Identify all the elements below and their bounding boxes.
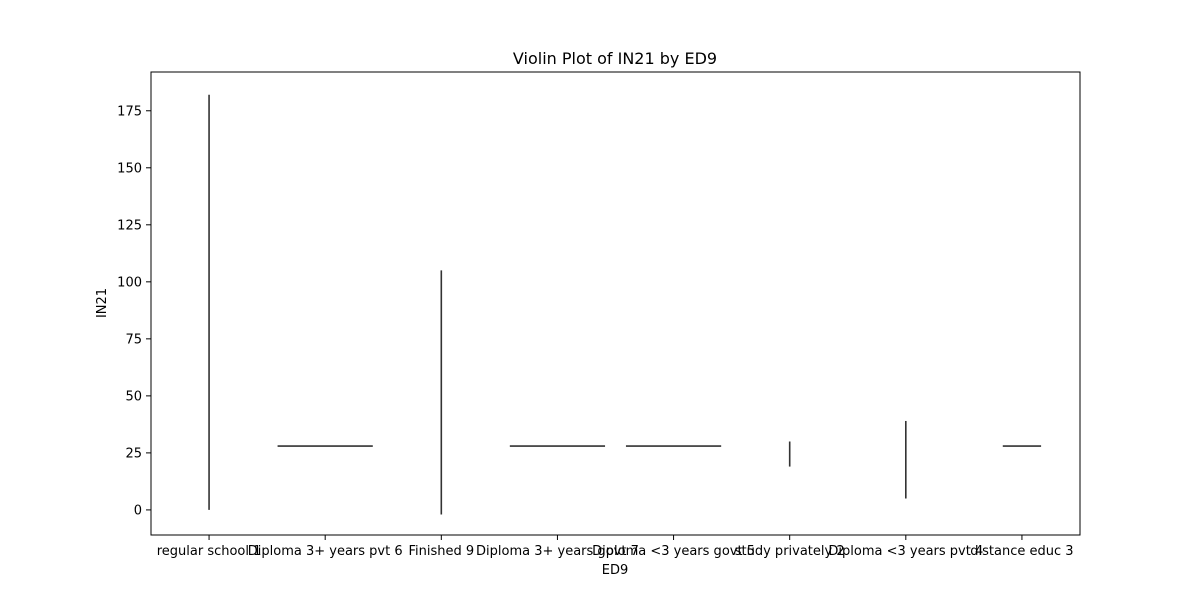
y-tick-label: 0 [134, 503, 142, 518]
y-tick-label: 100 [117, 275, 142, 290]
y-tick-label: 125 [117, 218, 142, 233]
plot-frame [150, 71, 1081, 536]
x-tick-label: distance educ 3 [970, 544, 1073, 559]
x-tick-label: Diploma 3+ years govt 7 [476, 544, 639, 559]
x-tick-label: regular school 1 [157, 544, 262, 559]
x-tick-label: study privately 2 [735, 544, 845, 559]
y-tick-label: 75 [125, 332, 142, 347]
x-tick-label: Finished 9 [408, 544, 474, 559]
y-tick-label: 50 [125, 389, 142, 404]
x-tick-label: Diploma <3 years govt 5 [592, 544, 755, 559]
x-tick-label: Diploma <3 years pvt 4 [828, 544, 983, 559]
x-tick-label: Diploma 3+ years pvt 6 [248, 544, 403, 559]
y-tick-label: 25 [125, 446, 142, 461]
y-tick-label: 150 [117, 161, 142, 176]
x-axis-label: ED9 [602, 563, 629, 578]
y-axis-label: IN21 [95, 288, 110, 318]
y-tick-label: 175 [117, 104, 142, 119]
chart-title: Violin Plot of IN21 by ED9 [513, 49, 717, 68]
y-axis-ticks: 0 25 50 75 100 125 150 175 [117, 104, 151, 518]
violins-layer [208, 94, 1042, 515]
